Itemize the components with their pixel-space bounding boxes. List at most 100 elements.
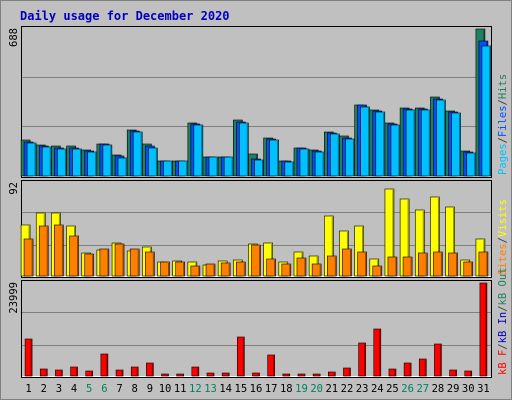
bar-kb-f: [85, 370, 94, 377]
day-label: 1: [25, 383, 31, 395]
bar-sites: [417, 252, 428, 277]
bar-sites: [327, 255, 337, 277]
panel-legend: Sites/Visits: [497, 199, 509, 275]
bar-fill: [129, 248, 140, 277]
bar-sites: [463, 261, 474, 277]
bar-kb-f: [252, 372, 260, 377]
bar-kb-f: [434, 343, 442, 377]
bar-pages: [57, 148, 67, 177]
panel-max-label: 688: [8, 28, 20, 47]
bar-fill: [328, 371, 336, 377]
bar-fill: [161, 373, 169, 377]
bar-kb-f: [176, 373, 184, 377]
bar-pages: [254, 159, 264, 177]
bar-pages: [117, 157, 128, 177]
bar-kb-f: [328, 371, 336, 377]
bar-kb-f: [282, 373, 291, 377]
bar-fill: [373, 328, 382, 377]
bar-fill: [252, 372, 260, 377]
bar-sites: [387, 256, 398, 277]
legend-entry: /: [497, 137, 509, 143]
bar-fill: [206, 372, 215, 377]
bar-sites: [296, 257, 307, 277]
bar-pages: [41, 146, 52, 177]
bar-kb-f: [100, 353, 109, 377]
bar-kb-f: [418, 358, 427, 377]
day-label: 23: [356, 383, 369, 395]
bar-kb-f: [221, 372, 230, 377]
day-label: 28: [432, 383, 445, 395]
bar-fill: [24, 338, 33, 377]
bar-kb-f: [358, 342, 366, 377]
panel-max-label: 92: [8, 182, 20, 195]
bar-sites: [220, 262, 231, 277]
bar-sites: [372, 265, 383, 277]
bar-kb-f: [161, 373, 169, 377]
bar-pages: [163, 160, 173, 177]
legend-entry: Visits: [497, 199, 509, 237]
bar-kb-f: [146, 362, 154, 377]
legend-entry: Hits: [497, 74, 509, 99]
bar-kb-f: [267, 354, 275, 377]
bar-fill: [205, 263, 216, 277]
bar-fill: [191, 366, 200, 377]
bar-pages: [420, 109, 431, 177]
bar-kb-f: [464, 370, 473, 377]
bar-kb-f: [237, 336, 245, 377]
bar-kb-f: [479, 282, 488, 377]
bar-sites: [129, 248, 140, 277]
bar-kb-f: [403, 362, 412, 377]
bar-kb-f: [39, 368, 48, 377]
bar-sites: [145, 251, 155, 277]
bar-fill: [236, 261, 246, 277]
bar-fill: [282, 373, 291, 377]
bar-sites: [281, 263, 292, 277]
bar-pages: [102, 144, 113, 177]
bar-fill: [85, 370, 94, 377]
bar-fill: [114, 243, 125, 277]
bar-fill: [358, 342, 366, 377]
chart-title: Daily usage for December 2020: [20, 9, 230, 23]
bar-kb-f: [55, 369, 63, 377]
bar-pages: [284, 161, 295, 177]
bar-fill: [54, 224, 64, 277]
bar-fill: [220, 262, 231, 277]
bar-pages: [239, 122, 249, 177]
bar-kb-f: [388, 368, 397, 377]
bar-pages: [466, 152, 477, 177]
day-label: 29: [447, 383, 460, 395]
bar-pages: [375, 111, 386, 177]
bar-fill: [55, 369, 63, 377]
day-label: 15: [235, 383, 248, 395]
bar-fill: [99, 248, 110, 277]
bar-fill: [38, 225, 49, 277]
day-label: 20: [310, 383, 323, 395]
bar-fill: [251, 244, 261, 277]
day-label: 13: [204, 383, 217, 395]
bar-fill: [84, 253, 95, 277]
day-labels: 1 2 3 4 5 6 7 8 9 10 11 12 13 14 15 16 17 18 19 20 21 22 23 24 2…: [25, 383, 489, 395]
day-label: 31: [477, 383, 490, 395]
bar-fill: [281, 263, 292, 277]
day-label: 4: [71, 383, 77, 395]
panel-legend: kB F/kB In/kB Out: [497, 268, 509, 376]
panel-visits-sites: 92 Sites/Visits: [8, 180, 509, 278]
bar-fill: [478, 251, 489, 277]
panel-legend: Pages/Files/Hits: [497, 74, 509, 175]
bar-fill: [269, 139, 279, 177]
bar-sites: [114, 243, 125, 277]
day-label: 10: [159, 383, 172, 395]
day-label: 25: [386, 383, 399, 395]
bar-pages: [451, 112, 461, 177]
legend-entry: kB F: [497, 350, 509, 375]
bar-fill: [100, 353, 109, 377]
bar-fill: [388, 368, 397, 377]
day-label: 7: [116, 383, 122, 395]
bar-fill: [464, 370, 473, 377]
legend-entry: /: [497, 99, 509, 105]
bar-kb-f: [449, 369, 457, 377]
bar-sites: [54, 224, 64, 277]
bar-sites: [402, 256, 413, 277]
